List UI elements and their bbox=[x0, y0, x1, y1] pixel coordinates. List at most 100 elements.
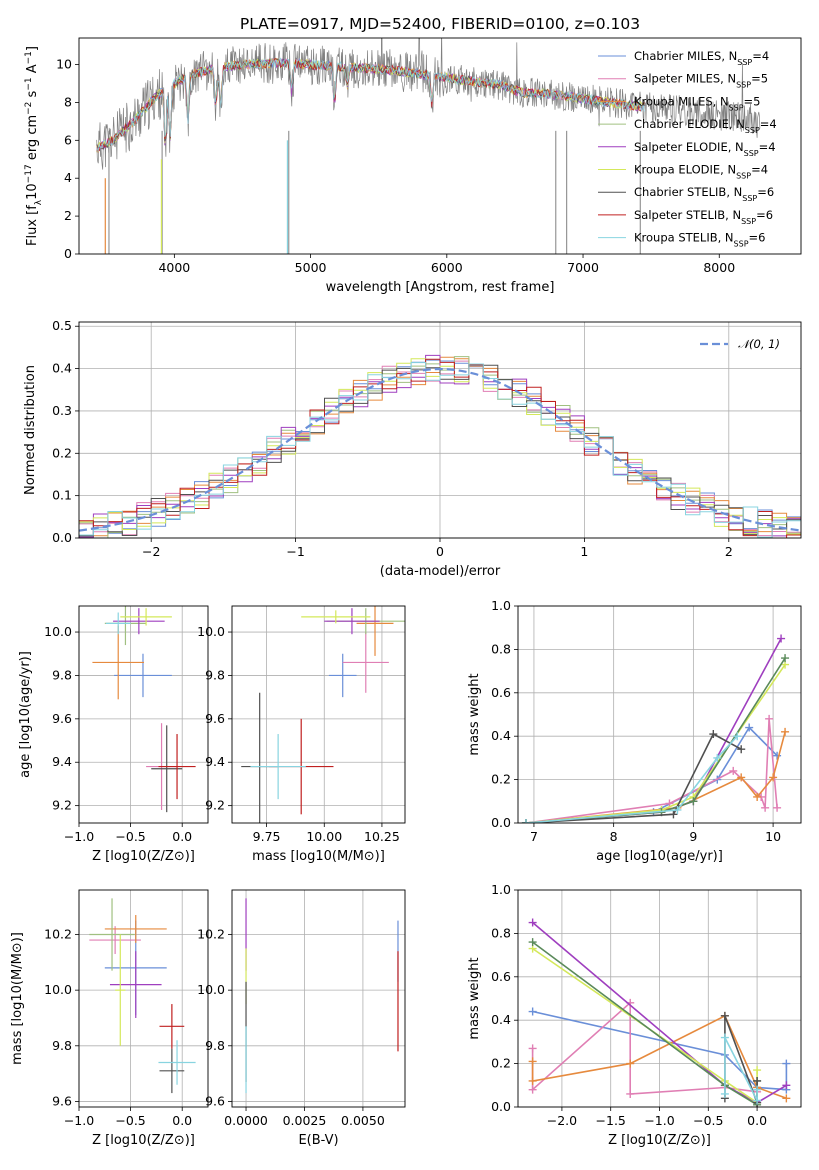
panel-age_vs_mass: 9.75 10.00 10.25 9.2 9.4 9.6 9.8 10.0 mass [log1… bbox=[197, 605, 406, 864]
y-tick-label: 9.4 bbox=[52, 754, 72, 769]
x-tick-label: 10 bbox=[765, 829, 781, 844]
plot-frame bbox=[517, 889, 802, 1108]
y-tick-label: 9.8 bbox=[205, 667, 225, 682]
mass-weight-marker bbox=[528, 1085, 537, 1094]
y-tick-label: 0 bbox=[64, 246, 72, 261]
x-tick-label: 0.0 bbox=[172, 1113, 192, 1128]
y-tick-label: 0.0 bbox=[52, 530, 72, 545]
plot-frame bbox=[231, 605, 406, 824]
y-tick-label: 4 bbox=[64, 170, 72, 185]
x-tick-label: −1.5 bbox=[596, 1113, 626, 1128]
histogram-chabrier_stelib bbox=[79, 364, 801, 537]
mass-weight-marker bbox=[773, 751, 782, 760]
x-tick-label: 9.75 bbox=[253, 829, 281, 844]
y-tick-label: 9.4 bbox=[205, 754, 225, 769]
plot-area bbox=[521, 634, 790, 823]
mass-weight-marker bbox=[729, 766, 738, 775]
x-tick-label: −0.5 bbox=[115, 1113, 145, 1128]
x-axis-label: Z [log10(Z/Z⊙)] bbox=[92, 849, 195, 864]
normal-curve bbox=[79, 367, 801, 532]
y-tick-label: 0.6 bbox=[491, 969, 511, 984]
plot-frame bbox=[517, 605, 802, 824]
plot-area bbox=[241, 606, 405, 823]
plot-frame bbox=[78, 321, 802, 539]
x-tick-label: 9 bbox=[689, 829, 697, 844]
x-tick-label: −1.0 bbox=[64, 829, 94, 844]
x-axis-label: mass [log10(M/M⊙)] bbox=[252, 849, 385, 864]
plot-frame bbox=[78, 605, 209, 824]
y-tick-label: 0.0 bbox=[491, 1099, 511, 1114]
y-tick-label: 6 bbox=[64, 132, 72, 147]
x-tick-label: 5000 bbox=[295, 260, 327, 275]
mass-weight-line-kroupa_stelib bbox=[525, 735, 738, 823]
y-axis-label: age [log10(age/yr)] bbox=[18, 651, 33, 778]
y-tick-label: 1.0 bbox=[491, 598, 511, 613]
mass-weight-marker bbox=[673, 805, 682, 814]
mass-weight-marker bbox=[769, 773, 778, 782]
panel-spectrum: 4000 5000 6000 7000 8000 0 2 4 6 8 10 wavelength [A… bbox=[24, 37, 802, 295]
y-axis-label: Normed distribution bbox=[23, 365, 38, 495]
plot-area bbox=[89, 898, 196, 1094]
y-tick-label: 10.0 bbox=[44, 982, 72, 997]
plot-frame bbox=[78, 889, 209, 1108]
mass-weight-marker bbox=[713, 753, 722, 762]
legend-entry: Salpeter ELODIE, NSSP=4 bbox=[634, 140, 776, 158]
legend-entry: Salpeter STELIB, NSSP=6 bbox=[634, 208, 773, 226]
x-axis-label: E(B-V) bbox=[298, 1133, 338, 1148]
mass-weight-marker bbox=[753, 1085, 762, 1094]
x-axis-label: (data-model)/error bbox=[380, 564, 501, 579]
mass-weight-marker bbox=[737, 773, 746, 782]
mass-weight-marker bbox=[669, 810, 678, 819]
mass-weight-marker bbox=[753, 1096, 762, 1105]
x-tick-label: 0 bbox=[436, 544, 444, 559]
mass-weight-marker bbox=[720, 1089, 729, 1098]
y-axis-label: mass weight bbox=[467, 957, 482, 1039]
y-tick-label: 0.5 bbox=[52, 318, 72, 333]
x-tick-label: 10.25 bbox=[364, 829, 400, 844]
mass-weight-line-salpeter_elodie bbox=[532, 921, 787, 1104]
mass-weight-line-salpeter_elodie bbox=[525, 638, 782, 823]
legend-entry: Chabrier STELIB, NSSP=6 bbox=[634, 185, 774, 203]
mass-weight-marker bbox=[720, 1011, 729, 1020]
y-tick-label: 0.4 bbox=[491, 1012, 511, 1027]
mass-weight-marker bbox=[528, 1076, 537, 1085]
mass-weight-marker bbox=[753, 1066, 762, 1075]
legend-entry: Salpeter MILES, NSSP=5 bbox=[634, 72, 768, 90]
plot-frame bbox=[231, 889, 406, 1108]
x-tick-label: 0.0025 bbox=[283, 1113, 327, 1128]
mass-weight-line-chabrier_stelib bbox=[525, 732, 742, 823]
y-tick-label: 0.4 bbox=[491, 728, 511, 743]
y-axis-label: Flux [fλ10−17 erg cm−2 s−1 A−1] bbox=[24, 46, 44, 246]
plot-area bbox=[79, 354, 801, 538]
x-tick-label: −2 bbox=[142, 544, 160, 559]
mass-weight-marker bbox=[765, 714, 774, 723]
panel-mass_weight_vs_age: 7 8 9 10 0.0 0.2 0.4 0.6 0.8 1.0 age [log10(age/yr… bbox=[467, 598, 802, 864]
y-tick-label: 9.8 bbox=[52, 1038, 72, 1053]
x-tick-label: 6000 bbox=[431, 260, 463, 275]
y-axis-label: mass [log10(M/M⊙)] bbox=[10, 932, 25, 1065]
observed-spectrum-line bbox=[96, 38, 761, 170]
y-tick-label: 0.6 bbox=[491, 685, 511, 700]
mass-weight-marker bbox=[781, 727, 790, 736]
x-tick-label: −1.0 bbox=[64, 1113, 94, 1128]
legend-entry: Kroupa STELIB, NSSP=6 bbox=[634, 231, 765, 249]
y-tick-label: 0.2 bbox=[52, 445, 72, 460]
mass-weight-marker bbox=[782, 1094, 791, 1103]
y-tick-label: 10.0 bbox=[197, 624, 225, 639]
y-tick-label: 9.6 bbox=[205, 1093, 225, 1108]
panel-mass_vs_Z: −1.0 −0.5 0.0 9.6 9.8 10.0 10.2 Z [log10(Z/Z⊙)]… bbox=[10, 889, 209, 1148]
legend-entry: 𝒩(0, 1) bbox=[738, 337, 780, 351]
mass-weight-marker bbox=[709, 730, 718, 739]
mass-weight-line-green_series bbox=[525, 657, 786, 823]
y-tick-label: 9.6 bbox=[205, 711, 225, 726]
mass-weight-line-kroupa_elodie bbox=[525, 664, 786, 823]
mass-weight-marker bbox=[528, 1057, 537, 1066]
x-tick-label: 0.0 bbox=[747, 1113, 767, 1128]
y-tick-label: 2 bbox=[64, 208, 72, 223]
mass-weight-marker bbox=[626, 1059, 635, 1068]
mass-weight-marker bbox=[528, 1007, 537, 1016]
x-tick-label: −2.0 bbox=[547, 1113, 577, 1128]
y-tick-label: 9.6 bbox=[52, 1093, 72, 1108]
mass-weight-marker bbox=[528, 938, 537, 947]
mass-weight-marker bbox=[773, 803, 782, 812]
